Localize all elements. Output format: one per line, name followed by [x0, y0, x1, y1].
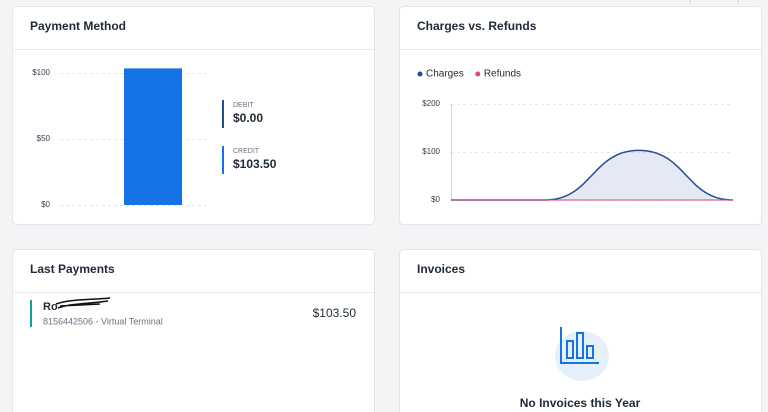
legend-marker: [475, 71, 481, 77]
legend-marker: [417, 71, 423, 77]
card-title: Charges vs. Refunds: [417, 19, 537, 33]
payment-detail: 8156442506 - Virtual Terminal: [43, 316, 163, 326]
payment-accent: [30, 300, 32, 327]
legend-label: Charges: [426, 69, 464, 80]
card: [12, 6, 375, 225]
card: [399, 6, 762, 225]
summary-accent: [222, 146, 224, 174]
card: [12, 249, 375, 412]
legend-label: Refunds: [484, 69, 521, 80]
summary-label: DEBIT: [233, 102, 254, 109]
redaction: [55, 297, 111, 309]
card-title: Payment Method: [30, 19, 126, 33]
card-title: Invoices: [417, 262, 465, 276]
y-tick-label: $200: [422, 99, 440, 108]
bar: [124, 68, 182, 205]
summary-value: $103.50: [233, 157, 277, 171]
payer-name: Ro: [43, 301, 58, 313]
y-tick-label: $0: [41, 200, 50, 209]
y-tick-label: $100: [422, 147, 440, 156]
card-title: Last Payments: [30, 262, 115, 276]
summary-label: CREDIT: [233, 148, 260, 155]
empty-icon: [560, 327, 599, 364]
y-tick-label: $0: [431, 195, 440, 204]
y-tick-label: $100: [32, 68, 50, 77]
summary-accent: [222, 100, 224, 128]
empty-message: No Invoices this Year: [520, 396, 641, 410]
summary-value: $0.00: [233, 111, 263, 125]
payment-amount: $103.50: [313, 306, 357, 320]
y-tick-label: $50: [37, 134, 51, 143]
card: [399, 249, 762, 412]
